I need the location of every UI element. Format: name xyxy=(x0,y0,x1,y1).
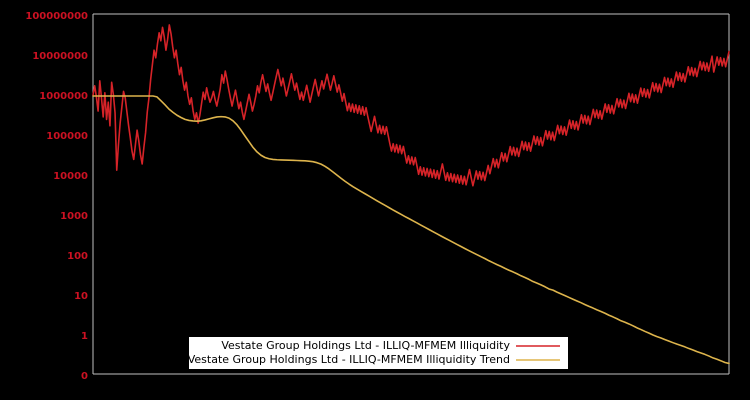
y-axis-tick-labels: 0 1 10 100 1000 10000 100000 1000000 10000000 100… xyxy=(25,11,88,382)
y-axis-tick-label: 10000000 xyxy=(32,51,88,62)
data-series-layer xyxy=(92,24,730,365)
y-axis-tick-label: 10000 xyxy=(53,171,88,182)
y-axis-tick-label: 100000 xyxy=(46,131,88,142)
chart-legend[interactable]: Vestate Group Holdings Ltd - ILLIQ-MFMEM… xyxy=(188,337,568,369)
y-axis-tick-label: 0 xyxy=(81,371,88,382)
legend-background xyxy=(189,337,568,369)
plot-area-background xyxy=(93,14,729,374)
legend-entry-label: Vestate Group Holdings Ltd - ILLIQ-MFMEM… xyxy=(188,353,510,366)
y-axis-tick-label: 1 xyxy=(81,331,88,342)
y-axis-tick-label: 1000 xyxy=(60,211,88,222)
legend-entry-label: Vestate Group Holdings Ltd - ILLIQ-MFMEM… xyxy=(221,339,510,352)
series-illiquidity-line xyxy=(92,24,730,187)
y-axis-tick-label: 100000000 xyxy=(25,11,88,22)
y-axis-tick-label: 1000000 xyxy=(39,91,88,102)
y-axis-tick-label: 10 xyxy=(74,291,88,302)
y-axis-tick-label: 100 xyxy=(67,251,88,262)
axes-frame xyxy=(92,13,730,375)
series-illiquidity-trend-line xyxy=(92,95,730,365)
